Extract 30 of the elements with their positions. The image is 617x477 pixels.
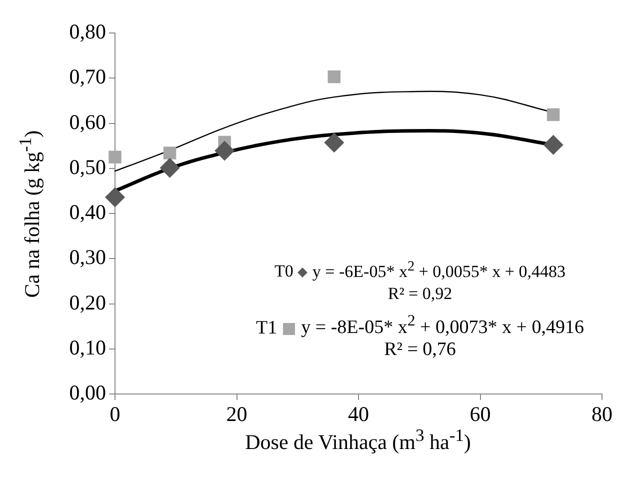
x-tick-label: 0 <box>110 402 120 426</box>
legend-label: T0 <box>274 262 294 281</box>
x-axis-title: Dose de Vinhaça (m$^{3}$ ha$^{-1}$) <box>245 425 471 455</box>
point <box>324 132 344 153</box>
annotation: y = -6E-05* x$^{2}$ + 0,0055* x + 0,4483 <box>312 258 566 281</box>
y-tick-label: 0,10 <box>69 335 106 360</box>
annotation: y = -8E-05* x$^{2}$ + 0,0073* x + 0,4916 <box>301 312 584 338</box>
x-tick-label: 80 <box>592 402 612 426</box>
annotation: R² = 0,92 <box>386 282 454 305</box>
y-tick-label: 0,80 <box>69 20 106 44</box>
point <box>160 158 180 178</box>
annotation: R² = 0,76 <box>383 338 457 361</box>
x-tick-label: 20 <box>226 402 248 426</box>
point <box>108 150 122 164</box>
x-tick-label: 40 <box>348 402 369 426</box>
point <box>546 108 560 122</box>
y-tick-label: 0,00 <box>69 380 106 405</box>
point <box>163 146 176 160</box>
y-tick-label: 0,60 <box>69 110 106 134</box>
y-tick-label: 0,50 <box>69 154 106 179</box>
y-tick-label: 0,20 <box>69 290 106 314</box>
point <box>105 187 125 208</box>
point <box>214 140 235 161</box>
y-tick-label: 0,70 <box>69 64 106 89</box>
x-tick-label: 60 <box>470 402 491 426</box>
legend-label: T1 <box>256 316 278 338</box>
point <box>328 70 341 84</box>
y-tick-label: 0,30 <box>69 245 106 270</box>
y-tick-label: 0,40 <box>69 200 106 224</box>
point <box>543 134 564 155</box>
